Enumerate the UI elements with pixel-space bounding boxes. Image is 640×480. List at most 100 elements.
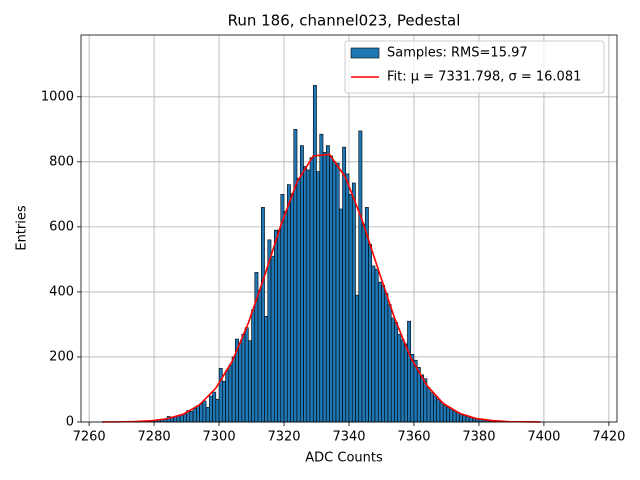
histogram-bar (280, 194, 285, 423)
legend-label: Samples: RMS=15.97 (387, 46, 528, 61)
histogram-bar (247, 340, 252, 423)
histogram-bar (397, 333, 402, 423)
histogram-bar (199, 403, 204, 423)
histogram-bar (459, 413, 463, 423)
histogram-bar (390, 317, 395, 423)
histogram-bar (303, 166, 308, 423)
y-tick-label: 1000 (41, 89, 74, 104)
legend-label: Fit: μ = 7331.798, σ = 16.081 (387, 70, 581, 85)
histogram-bar (196, 405, 200, 423)
histogram-bar (446, 407, 451, 423)
histogram-bar (394, 322, 399, 423)
histogram-bar (212, 391, 217, 423)
histogram-bar (231, 356, 236, 423)
histogram-bar (329, 155, 334, 423)
histogram-bar (283, 210, 288, 423)
histogram-bar (293, 129, 298, 423)
histogram-bar (290, 193, 295, 423)
histogram-bar (355, 294, 360, 423)
histogram-bar (361, 223, 366, 423)
histogram-bar (462, 415, 467, 423)
histogram-bar (260, 207, 265, 423)
x-tick-label: 7300 (203, 430, 236, 445)
histogram-bar (176, 415, 181, 423)
histogram-bar (277, 229, 282, 423)
histogram-bar (228, 364, 233, 423)
histogram-bar (238, 343, 243, 423)
histogram-bar (222, 381, 226, 423)
y-axis-label: Entries (15, 205, 30, 251)
histogram-bar (179, 414, 184, 423)
axes-frame (80, 34, 618, 423)
histogram-bar (338, 208, 343, 423)
histogram-bar (267, 239, 272, 423)
y-tick-label: 200 (49, 349, 74, 364)
histogram-bar (241, 333, 246, 423)
histogram-bar (312, 85, 317, 423)
histogram-bar (296, 178, 301, 423)
histogram-bar (358, 130, 363, 423)
histogram-bar (420, 374, 425, 423)
histogram-bar (426, 387, 431, 423)
histogram-bar (257, 290, 262, 423)
x-tick-label: 7280 (138, 430, 171, 445)
histogram-bar (273, 229, 278, 423)
histogram-bar (433, 395, 438, 423)
x-tick-label: 7360 (397, 430, 430, 445)
histogram-bar (322, 152, 327, 423)
histogram-bar (465, 416, 470, 423)
histogram-bar (299, 145, 304, 423)
x-tick-label: 7340 (332, 430, 365, 445)
histogram-bar (215, 398, 220, 423)
histogram-bar (429, 392, 434, 423)
fit-line (102, 153, 541, 423)
histogram-bar (306, 169, 311, 423)
legend-box (344, 40, 605, 94)
legend: Samples: RMS=15.97 Fit: μ = 7331.798, σ =… (344, 40, 605, 94)
histogram-bar (264, 316, 269, 423)
histogram-bar (442, 405, 447, 423)
histogram-bar (286, 184, 291, 423)
histogram-bar (192, 408, 197, 423)
histogram-bar (368, 244, 373, 423)
y-tick-label: 0 (66, 415, 74, 430)
histogram-bar (387, 304, 392, 423)
histogram-bar (449, 408, 454, 423)
histogram-bar (374, 268, 379, 423)
histogram-bar (407, 320, 412, 423)
y-tick-label: 800 (49, 154, 74, 169)
histogram-bar (381, 285, 386, 423)
histogram-bar (202, 400, 207, 423)
histogram-bar (270, 255, 275, 423)
histogram-bar (342, 146, 347, 423)
histogram-bar (332, 161, 337, 423)
histogram-bar (335, 162, 340, 423)
histogram-bar (183, 413, 187, 423)
y-tick-label: 400 (49, 284, 74, 299)
histogram-bar (205, 407, 210, 423)
x-axis-label: ADC Counts (305, 451, 383, 466)
histogram-bar (251, 309, 256, 423)
x-tick-label: 7380 (462, 430, 495, 445)
histogram-bar (316, 171, 321, 423)
histogram-bar (244, 327, 249, 423)
histogram-bar (325, 145, 330, 423)
histogram-bar (189, 410, 194, 423)
x-tick-label: 7400 (527, 430, 560, 445)
chart-title: Run 186, channel023, Pedestal (228, 12, 461, 30)
x-tick-label: 7420 (592, 430, 625, 445)
histogram-bar (400, 339, 405, 423)
histogram-bar (436, 398, 441, 423)
histogram-bar (384, 293, 389, 423)
histogram-bar (218, 368, 223, 423)
histogram-bar (351, 182, 356, 423)
histogram-bar (452, 410, 457, 423)
y-tick-label: 600 (49, 219, 74, 234)
histogram-bar (225, 370, 230, 423)
x-tick-label: 7320 (267, 430, 300, 445)
histogram-bar (309, 157, 314, 423)
legend-patch (350, 47, 380, 59)
histogram-bar (348, 194, 353, 423)
histogram-bar (410, 354, 415, 423)
histogram-bar (371, 265, 376, 423)
